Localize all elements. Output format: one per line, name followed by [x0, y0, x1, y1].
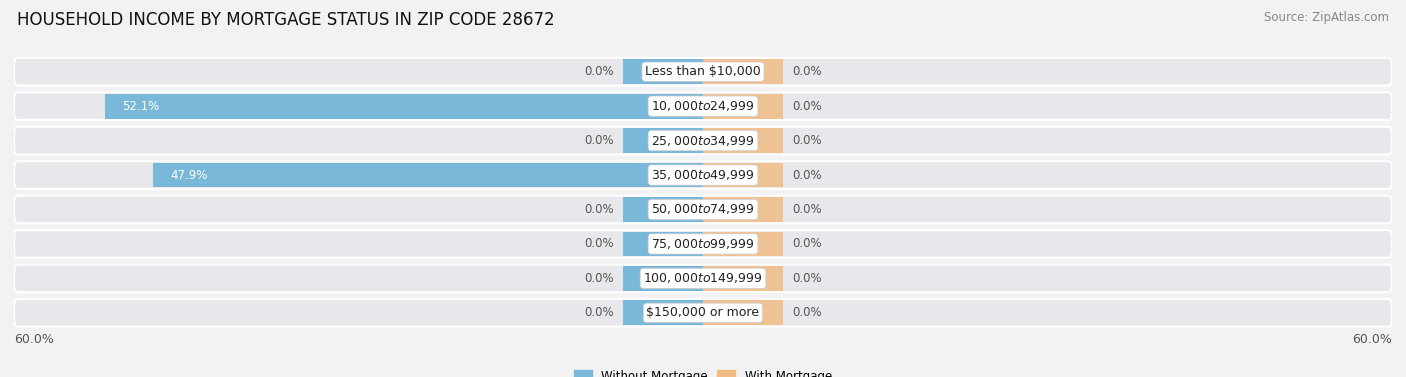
FancyBboxPatch shape	[14, 265, 1392, 292]
Text: $150,000 or more: $150,000 or more	[647, 307, 759, 319]
Bar	[623, 128, 703, 153]
Bar	[703, 197, 783, 222]
Text: 0.0%: 0.0%	[583, 65, 613, 78]
Text: 0.0%: 0.0%	[583, 238, 613, 250]
Text: 0.0%: 0.0%	[583, 272, 613, 285]
FancyBboxPatch shape	[14, 299, 1392, 326]
Text: Source: ZipAtlas.com: Source: ZipAtlas.com	[1264, 11, 1389, 24]
Text: 60.0%: 60.0%	[14, 333, 53, 346]
Text: Less than $10,000: Less than $10,000	[645, 65, 761, 78]
Text: $50,000 to $74,999: $50,000 to $74,999	[651, 202, 755, 216]
Bar	[703, 162, 783, 187]
Text: 52.1%: 52.1%	[122, 100, 159, 113]
Text: $35,000 to $49,999: $35,000 to $49,999	[651, 168, 755, 182]
Text: 0.0%: 0.0%	[583, 134, 613, 147]
FancyBboxPatch shape	[14, 127, 1392, 155]
FancyBboxPatch shape	[14, 161, 1392, 189]
Text: HOUSEHOLD INCOME BY MORTGAGE STATUS IN ZIP CODE 28672: HOUSEHOLD INCOME BY MORTGAGE STATUS IN Z…	[17, 11, 554, 29]
Text: 0.0%: 0.0%	[793, 65, 823, 78]
FancyBboxPatch shape	[14, 92, 1392, 120]
Bar	[703, 300, 783, 325]
Text: $25,000 to $34,999: $25,000 to $34,999	[651, 133, 755, 148]
Bar	[703, 128, 783, 153]
Bar	[623, 197, 703, 222]
FancyBboxPatch shape	[14, 58, 1392, 86]
Text: 60.0%: 60.0%	[1353, 333, 1392, 346]
Text: $10,000 to $24,999: $10,000 to $24,999	[651, 99, 755, 113]
FancyBboxPatch shape	[14, 196, 1392, 223]
Bar	[153, 162, 703, 187]
Bar	[623, 300, 703, 325]
Text: 0.0%: 0.0%	[793, 307, 823, 319]
Bar	[703, 231, 783, 256]
Text: 0.0%: 0.0%	[583, 203, 613, 216]
FancyBboxPatch shape	[14, 230, 1392, 258]
Text: 0.0%: 0.0%	[793, 238, 823, 250]
Text: 0.0%: 0.0%	[583, 307, 613, 319]
Text: 0.0%: 0.0%	[793, 272, 823, 285]
Bar	[703, 94, 783, 118]
Text: 0.0%: 0.0%	[793, 134, 823, 147]
Text: 0.0%: 0.0%	[793, 203, 823, 216]
Bar	[105, 94, 703, 118]
Bar	[703, 266, 783, 291]
Text: $75,000 to $99,999: $75,000 to $99,999	[651, 237, 755, 251]
Text: 0.0%: 0.0%	[793, 169, 823, 182]
Legend: Without Mortgage, With Mortgage: Without Mortgage, With Mortgage	[569, 365, 837, 377]
Bar	[703, 59, 783, 84]
Bar	[623, 231, 703, 256]
Text: 0.0%: 0.0%	[793, 100, 823, 113]
Text: $100,000 to $149,999: $100,000 to $149,999	[644, 271, 762, 285]
Bar	[623, 266, 703, 291]
Bar	[623, 59, 703, 84]
Text: 47.9%: 47.9%	[170, 169, 208, 182]
